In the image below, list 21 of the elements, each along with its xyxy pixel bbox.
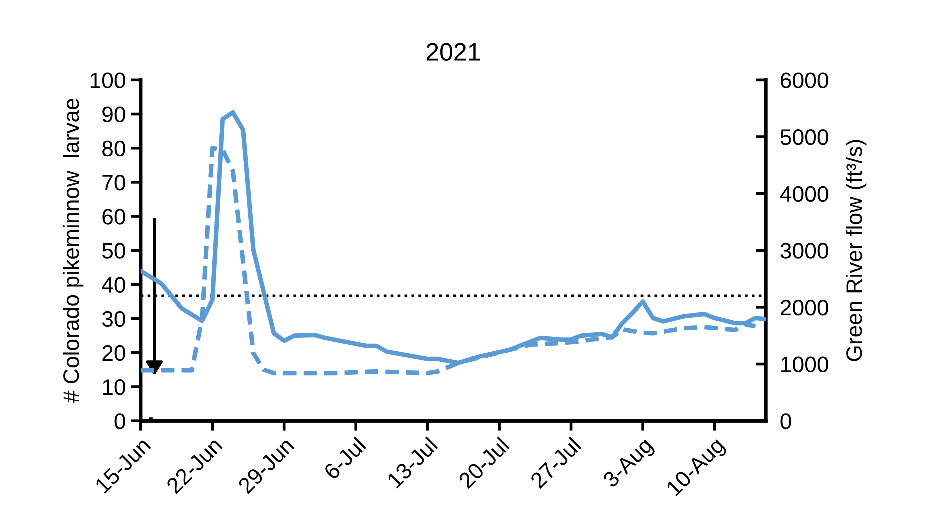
y2-tick-label: 3000 (780, 243, 828, 259)
y-tick-label: 70 (102, 174, 126, 191)
y2-tick-label: 4000 (780, 186, 828, 202)
y2-tick-label: 1000 (782, 356, 828, 373)
y2-tick-label: 0 (780, 414, 792, 430)
y-tick-label: 90 (102, 106, 126, 123)
y2-tick-label: 6000 (781, 72, 828, 88)
chart-title: 2021 (426, 43, 480, 61)
y-tick-label: 0 (114, 414, 126, 430)
y2-tick-label: 2000 (781, 300, 828, 316)
y-axis-title: # Colorado pikeminnow larvae (62, 99, 84, 404)
y2-axis-title: Green River flow (ft³/s) (846, 140, 867, 362)
y2-tick-label: 5000 (780, 130, 828, 146)
y-tick-label: 20 (102, 345, 126, 362)
y-tick-label: 60 (102, 209, 126, 225)
y-tick-label: 10 (103, 380, 126, 396)
y-tick-label: 40 (102, 277, 126, 293)
y-tick-label: 80 (102, 140, 126, 157)
y-tick-label: 30 (102, 311, 126, 328)
y-tick-label: 50 (102, 243, 126, 259)
y-tick-label: 100 (90, 72, 126, 88)
